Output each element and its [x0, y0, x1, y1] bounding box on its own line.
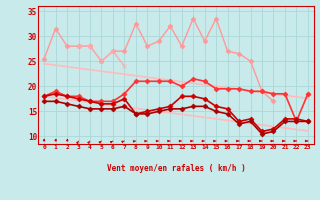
X-axis label: Vent moyen/en rafales ( km/h ): Vent moyen/en rafales ( km/h )	[107, 164, 245, 173]
